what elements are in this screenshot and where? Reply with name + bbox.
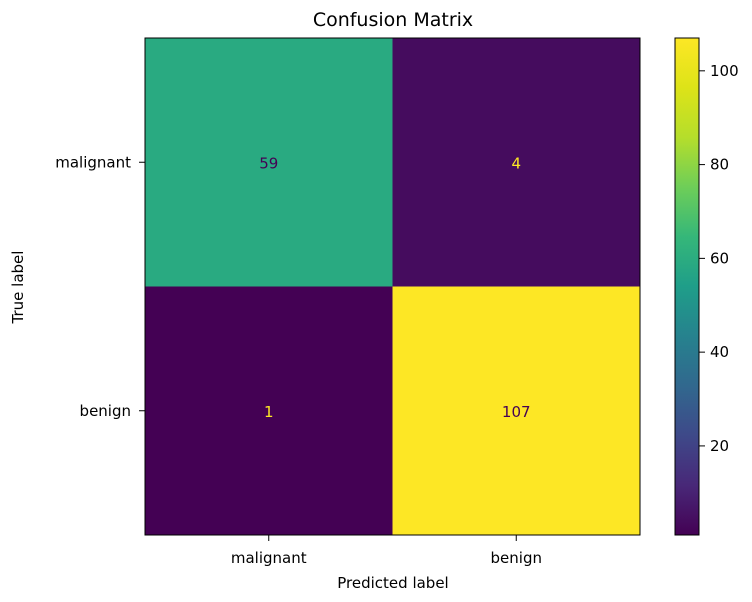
colorbar-tick-label: 100 xyxy=(710,62,739,80)
heatmap-cell xyxy=(145,38,393,287)
heatmap-cell xyxy=(392,286,640,535)
colorbar xyxy=(674,37,700,536)
cell-value-label: 4 xyxy=(511,154,521,172)
cell-value-label: 59 xyxy=(259,154,278,172)
colorbar-tick-label: 60 xyxy=(710,249,729,267)
colorbar-tick-label: 20 xyxy=(710,437,729,455)
heatmap-cell xyxy=(392,38,640,287)
colorbar-ticks: 20 40 60 80 100 xyxy=(699,62,739,455)
y-axis-ticks: malignant benign xyxy=(55,153,145,420)
x-axis-ticks: malignant benign xyxy=(231,535,542,567)
y-tick-label: benign xyxy=(80,402,131,420)
cell-value-label: 107 xyxy=(502,403,531,421)
colorbar-tick-label: 40 xyxy=(710,343,729,361)
heatmap-cell-labels: 59 4 1 107 xyxy=(259,154,530,421)
y-axis-label: True label xyxy=(9,251,27,325)
x-tick-label: malignant xyxy=(231,549,307,567)
x-axis-label: Predicted label xyxy=(337,574,448,592)
chart-title: Confusion Matrix xyxy=(313,9,473,31)
colorbar-tick-label: 80 xyxy=(710,156,729,174)
heatmap-cells xyxy=(145,38,640,535)
cell-value-label: 1 xyxy=(264,403,274,421)
plot-frame xyxy=(144,37,641,536)
x-tick-label: benign xyxy=(491,549,542,567)
heatmap-cell xyxy=(145,286,393,535)
y-tick-label: malignant xyxy=(55,153,131,171)
